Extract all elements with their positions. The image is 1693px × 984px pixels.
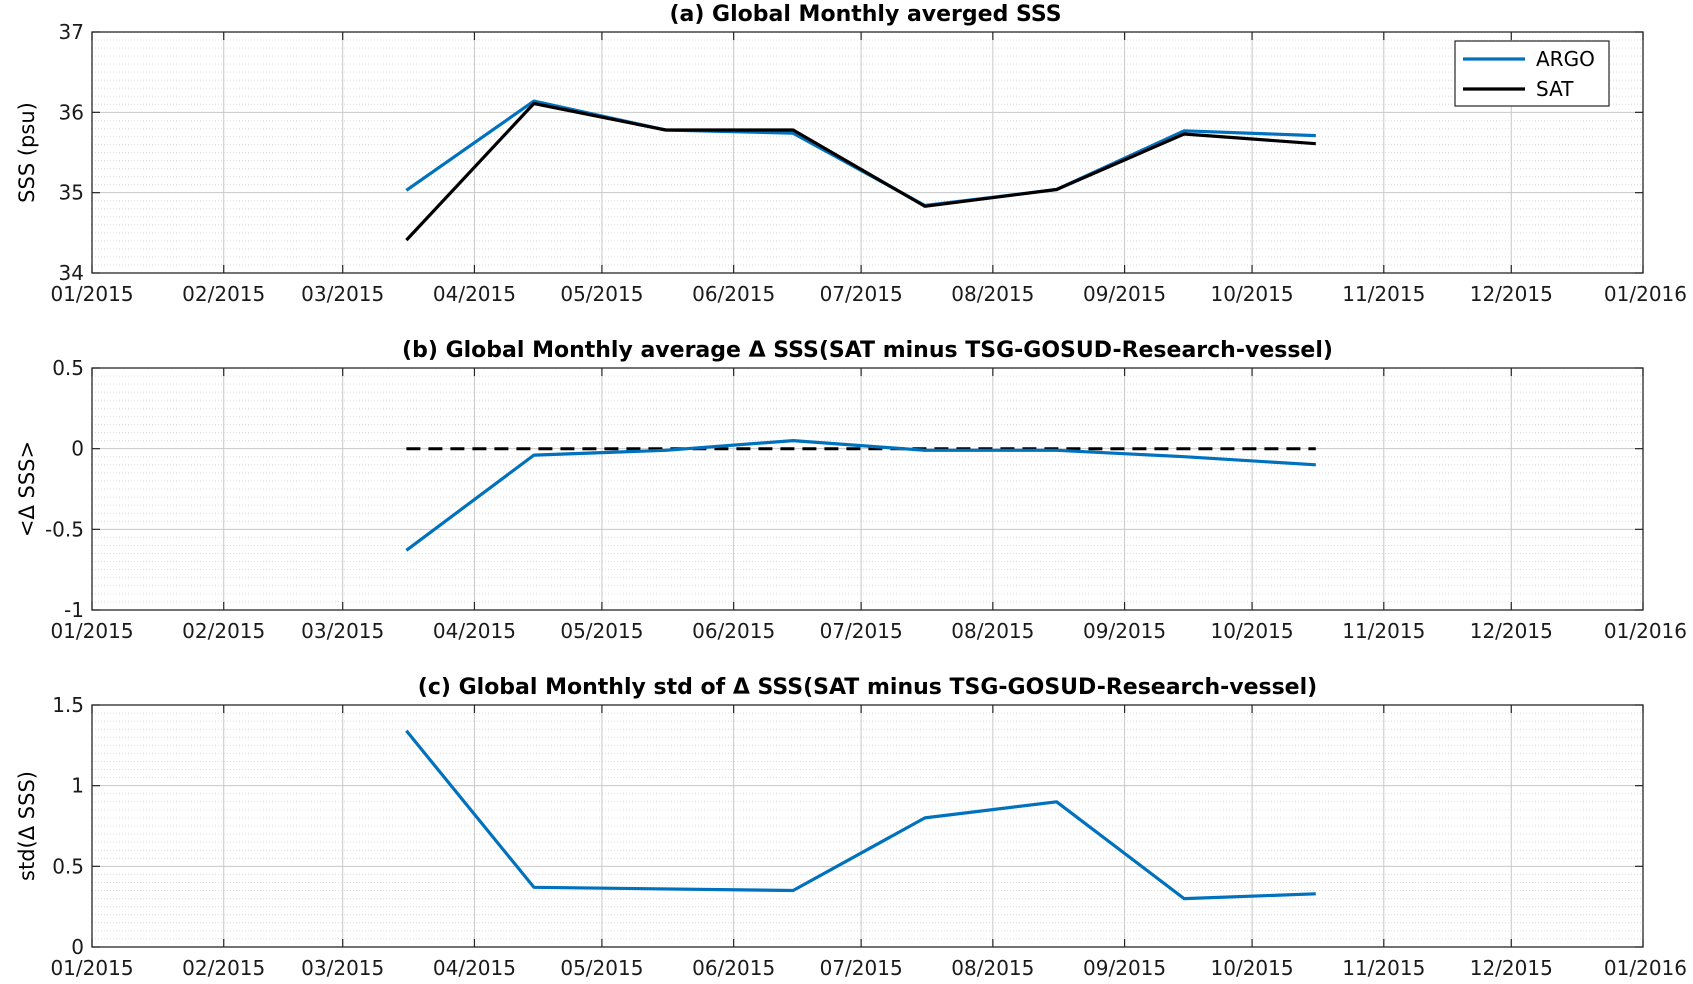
x-tick-label: 09/2015 (1083, 956, 1166, 980)
axes-box (91, 31, 1644, 274)
x-tick-label: 06/2015 (692, 619, 775, 643)
chart-title: (b) Global Monthly average Δ SSS(SAT min… (402, 338, 1333, 363)
y-tick-label: 0.5 (52, 854, 84, 878)
chart-title: (a) Global Monthly averged SSS (669, 2, 1061, 27)
series-line (405, 729, 1316, 901)
y-tick-label: 1.5 (52, 693, 84, 717)
x-tick-label: 07/2015 (820, 282, 903, 306)
series-line (405, 439, 1316, 552)
chart-title: (c) Global Monthly std of Δ SSS(SAT minu… (418, 675, 1317, 700)
x-tick-label: 06/2015 (692, 956, 775, 980)
x-tick-label: 04/2015 (433, 282, 516, 306)
x-tick-label: 04/2015 (433, 956, 516, 980)
plot-area (92, 32, 1643, 273)
legend-box (1454, 40, 1610, 107)
x-tick-label: 01/2016 (1604, 282, 1687, 306)
y-axis-label: <Δ SSS> (15, 441, 39, 537)
sat-series-line (405, 101, 1316, 242)
x-tick-label: 01/2015 (50, 282, 133, 306)
y-tick-label: 35 (59, 181, 84, 205)
x-tick-label: 11/2015 (1342, 619, 1425, 643)
x-tick-label: 01/2015 (50, 619, 133, 643)
x-tick-label: 07/2015 (820, 956, 903, 980)
x-tick-label: 11/2015 (1342, 282, 1425, 306)
x-tick-label: 03/2015 (301, 956, 384, 980)
x-tick-label: 10/2015 (1211, 619, 1294, 643)
x-tick-label: 10/2015 (1211, 956, 1294, 980)
x-tick-label: 01/2016 (1604, 956, 1687, 980)
x-tick-label: 12/2015 (1470, 282, 1553, 306)
y-tick-label: 1 (71, 774, 84, 798)
y-tick-label: 0 (71, 437, 84, 461)
x-tick-label: 11/2015 (1342, 956, 1425, 980)
x-tick-label: 01/2015 (50, 956, 133, 980)
x-tick-label: 08/2015 (951, 282, 1034, 306)
plot-area (92, 705, 1643, 947)
x-tick-label: 09/2015 (1083, 282, 1166, 306)
x-tick-label: 03/2015 (301, 619, 384, 643)
y-axis-label: std(Δ SSS) (15, 771, 39, 881)
y-tick-label: 37 (59, 20, 84, 44)
y-tick-label: 0.5 (52, 356, 84, 380)
x-tick-label: 09/2015 (1083, 619, 1166, 643)
x-tick-label: 05/2015 (560, 282, 643, 306)
y-axis-label: SSS (psu) (15, 102, 39, 203)
x-tick-label: 08/2015 (951, 619, 1034, 643)
axes-box (91, 367, 1644, 611)
plot-area (92, 368, 1643, 610)
x-tick-label: 05/2015 (560, 956, 643, 980)
x-tick-label: 12/2015 (1470, 619, 1553, 643)
x-tick-label: 05/2015 (560, 619, 643, 643)
x-tick-label: 07/2015 (820, 619, 903, 643)
x-tick-label: 08/2015 (951, 956, 1034, 980)
x-tick-label: 02/2015 (182, 282, 265, 306)
y-tick-label: 0 (71, 935, 84, 959)
x-tick-label: 03/2015 (301, 282, 384, 306)
y-tick-label: -1 (64, 598, 84, 622)
x-tick-label: 02/2015 (182, 956, 265, 980)
legend-label: SAT (1536, 77, 1574, 101)
x-tick-label: 12/2015 (1470, 956, 1553, 980)
x-tick-label: 02/2015 (182, 619, 265, 643)
y-tick-label: 34 (59, 261, 84, 285)
x-tick-label: 01/2016 (1604, 619, 1687, 643)
y-tick-label: -0.5 (45, 517, 84, 541)
x-tick-label: 10/2015 (1211, 282, 1294, 306)
y-tick-label: 36 (59, 100, 84, 124)
legend-label: ARGO (1536, 47, 1595, 71)
x-tick-label: 06/2015 (692, 282, 775, 306)
x-tick-label: 04/2015 (433, 619, 516, 643)
axes-box (91, 704, 1644, 948)
